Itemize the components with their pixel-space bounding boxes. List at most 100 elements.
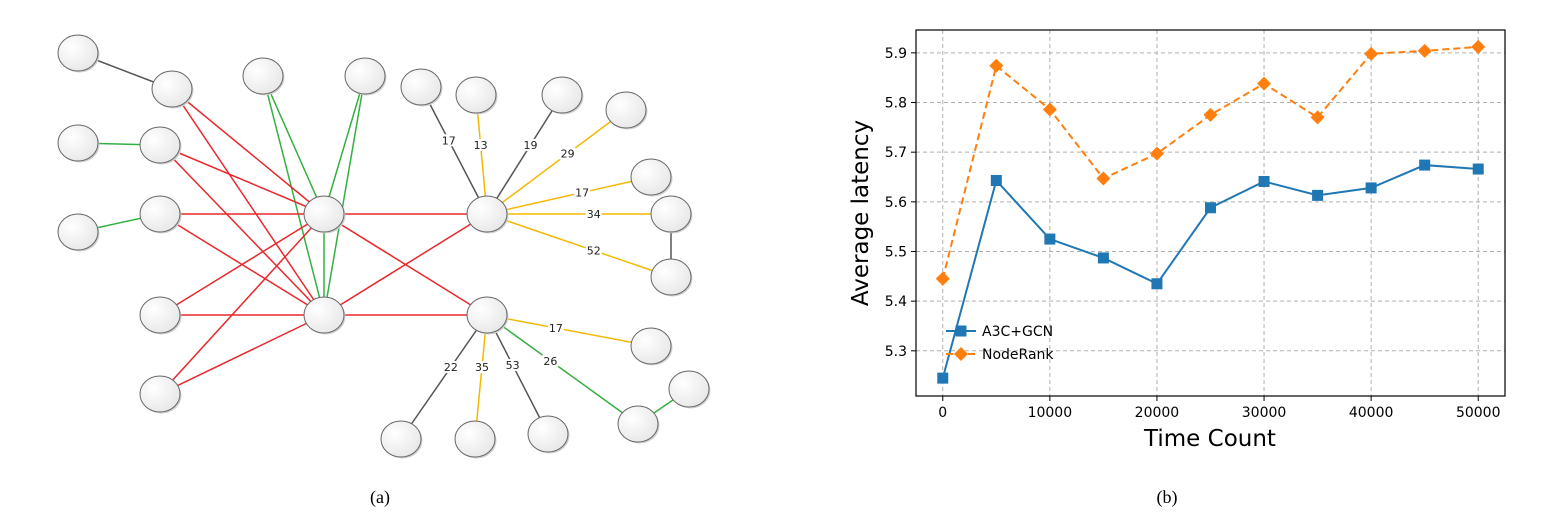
data-point xyxy=(1203,107,1218,122)
edge-n17-n15 xyxy=(486,213,672,278)
edge-label: 35 xyxy=(475,361,489,374)
data-point xyxy=(1364,46,1379,61)
edge-n20-n26 xyxy=(486,314,549,435)
data-point xyxy=(989,58,1004,73)
data-point xyxy=(1365,182,1377,194)
data-point xyxy=(1096,171,1111,186)
node-n22 xyxy=(139,375,181,413)
edge-label: 34 xyxy=(587,208,601,221)
edge-label-bg xyxy=(574,186,591,199)
x-axis-label: Time Count xyxy=(1143,426,1276,452)
edge-n3-n14 xyxy=(262,75,325,215)
node-n2 xyxy=(151,70,193,108)
node-n8 xyxy=(605,91,647,129)
edge-label: 17 xyxy=(575,187,589,200)
y-tick-label: 5.6 xyxy=(885,195,907,211)
edge-label: 13 xyxy=(474,139,488,152)
edge-n4-n14 xyxy=(323,75,366,215)
node-n4 xyxy=(344,57,386,95)
y-tick-label: 5.7 xyxy=(885,145,907,161)
edge-n7-n15 xyxy=(486,94,563,215)
edge-n8-n15 xyxy=(486,109,627,215)
legend: A3C+GCN NodeRank xyxy=(946,324,1054,363)
edge-label-bg xyxy=(559,147,576,160)
edge-n2-n14 xyxy=(171,88,325,215)
latency-chart: 0 10000 20000 30000 40000 50000 5.3 5.4 5.5 5.6 5.… xyxy=(848,29,1506,452)
x-tick-label: 30000 xyxy=(1242,405,1287,421)
node-n7 xyxy=(541,76,583,114)
data-point xyxy=(1419,159,1431,171)
node-n16 xyxy=(650,195,692,233)
data-point xyxy=(937,372,949,384)
data-point xyxy=(1042,102,1057,117)
edge-label-bg xyxy=(472,138,489,151)
data-point xyxy=(1257,76,1272,91)
y-tick-label: 5.8 xyxy=(885,96,907,112)
diagram-nodes xyxy=(57,34,711,459)
edge-n22-n14 xyxy=(159,213,325,395)
edge-n20-n21 xyxy=(486,314,652,347)
data-point xyxy=(1471,39,1486,54)
node-n9 xyxy=(57,124,99,162)
node-n13 xyxy=(139,195,181,233)
series-line xyxy=(941,45,1479,280)
data-point xyxy=(1312,189,1324,201)
y-axis-label: Average latency xyxy=(848,120,874,306)
network-diagram: 17 13 19 29 17 34 52 17 22 35 53 26 xyxy=(57,34,711,459)
edge-label-bg xyxy=(473,361,490,374)
edge-label: 17 xyxy=(442,134,456,147)
edge-n6-n15 xyxy=(475,94,488,215)
y-tick-label: 5.5 xyxy=(885,244,907,260)
edge-label: 22 xyxy=(444,361,458,374)
diagram-edges xyxy=(77,52,690,440)
edge-label: 52 xyxy=(587,245,601,258)
ticks: 0 10000 20000 30000 40000 50000 5.3 5.4 5.5 5.6 5.… xyxy=(885,46,1501,421)
edge-n10-n19 xyxy=(159,144,325,316)
edge-label: 26 xyxy=(543,355,557,368)
node-n25 xyxy=(454,420,496,458)
x-tick-label: 10000 xyxy=(1028,405,1073,421)
node-n1 xyxy=(57,34,99,72)
data-point xyxy=(1151,278,1163,290)
node-n14 xyxy=(303,195,345,233)
legend-marker xyxy=(955,325,967,337)
edge-label-bg xyxy=(504,358,521,371)
edge-n20-n27 xyxy=(486,314,639,425)
edge-label-bg xyxy=(585,244,602,257)
edge-n3-n19 xyxy=(262,75,325,316)
y-tick-label: 5.9 xyxy=(885,46,907,62)
data-point xyxy=(1097,252,1109,264)
y-tick-label: 5.4 xyxy=(885,294,907,310)
edge-label-bg xyxy=(522,138,539,151)
data-point xyxy=(1472,163,1484,175)
node-n20 xyxy=(466,296,508,334)
node-n6 xyxy=(455,76,497,114)
legend-marker xyxy=(954,347,968,361)
y-tick-label: 5.3 xyxy=(885,344,907,360)
edge-n10-n19 xyxy=(159,144,325,215)
data-point xyxy=(990,174,1002,186)
node-n26 xyxy=(527,415,569,453)
node-n10 xyxy=(139,126,181,164)
edge-label-bg xyxy=(542,354,559,367)
data-point xyxy=(1205,202,1216,214)
edge-n11-n15 xyxy=(486,176,652,215)
edge-n20-n25 xyxy=(474,314,488,440)
edge-label: 29 xyxy=(561,148,575,161)
edge-label-bg xyxy=(585,208,602,220)
edge-n20-n24 xyxy=(400,314,488,440)
edge-n4-n19 xyxy=(323,75,366,316)
node-n5 xyxy=(400,68,442,106)
edge-n18-n14 xyxy=(159,213,325,316)
node-n3 xyxy=(242,57,284,95)
x-tick-label: 40000 xyxy=(1349,405,1394,421)
node-n19 xyxy=(303,296,345,334)
edge-label: 17 xyxy=(549,322,563,335)
caption-a: (a) xyxy=(370,487,390,508)
x-tick-label: 50000 xyxy=(1456,405,1501,421)
x-tick-label: 0 xyxy=(938,405,947,421)
edge-label: 19 xyxy=(524,139,538,152)
data-point xyxy=(1417,43,1432,58)
node-n15 xyxy=(466,195,508,233)
node-n27 xyxy=(617,405,659,443)
